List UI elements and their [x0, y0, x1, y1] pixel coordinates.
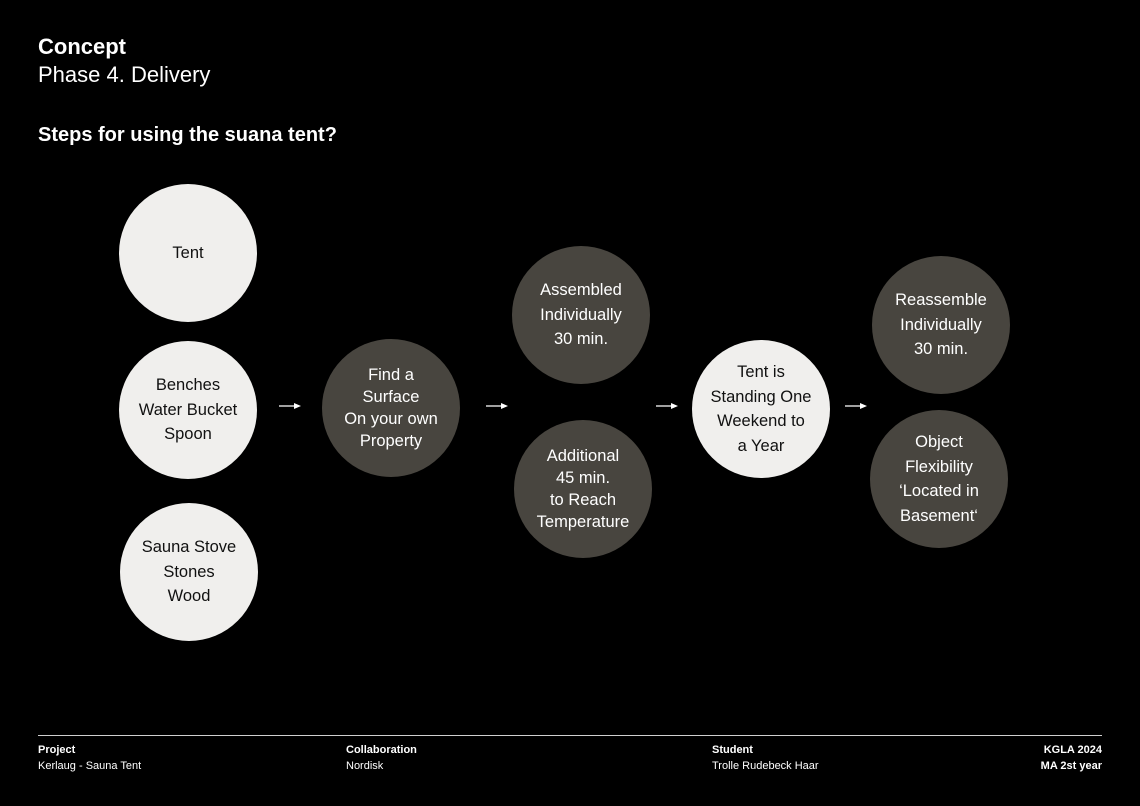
step-circle-stove: Sauna Stove Stones Wood	[120, 503, 258, 641]
footer-collaboration-value: Nordisk	[346, 760, 384, 772]
footer-collaboration-label: Collaboration	[346, 744, 417, 756]
footer-project-label: Project	[38, 744, 76, 756]
step-label-reassemble: Reassemble Individually 30 min.	[895, 291, 987, 359]
arrow-right-icon	[486, 403, 508, 409]
step-circle-reassemble: Reassemble Individually 30 min.	[872, 256, 1010, 394]
step-label-stove: Sauna Stove Stones Wood	[141, 538, 237, 606]
step-label-assembled: Assembled Individually 30 min.	[540, 281, 622, 349]
step-circle-equipment: Benches Water Bucket Spoon	[119, 341, 257, 479]
footer-student-label: Student	[712, 744, 753, 756]
footer-program: MA 2st year	[1040, 760, 1102, 772]
step-circle-assembled: Assembled Individually 30 min.	[512, 246, 650, 384]
footer-school: KGLA 2024 MA 2st year	[1041, 742, 1102, 774]
step-circle-object-flexibility: Object Flexibility ‘Located in Basement‘	[870, 410, 1008, 548]
footer-collaboration: Collaboration Nordisk	[346, 742, 417, 774]
step-label-tent: Tent	[172, 243, 204, 262]
footer-project-value: Kerlaug - Sauna Tent	[38, 760, 142, 772]
page-title: Concept	[38, 34, 126, 59]
step-label-object-flexibility: Object Flexibility ‘Located in Basement‘	[899, 433, 979, 525]
footer-divider	[38, 735, 1102, 736]
page-subtitle: Phase 4. Delivery	[38, 62, 211, 87]
footer-student-value: Trolle Rudebeck Haar	[712, 760, 819, 772]
step-circle-find-surface: Find a Surface On your own Property	[322, 339, 460, 477]
arrow-right-icon	[656, 403, 678, 409]
footer-school-name: KGLA 2024	[1043, 744, 1102, 756]
section-question: Steps for using the suana tent?	[38, 124, 337, 146]
step-label-tent-standing: Tent is Standing One Weekend to a Year	[710, 363, 812, 455]
step-label-additional: Additional 45 min. to Reach Temperature	[536, 447, 630, 531]
step-circle-additional: Additional 45 min. to Reach Temperature	[514, 420, 652, 558]
footer-student: Student Trolle Rudebeck Haar	[712, 742, 819, 774]
arrow-right-icon	[279, 403, 301, 409]
arrow-right-icon	[845, 403, 867, 409]
footer-project: Project Kerlaug - Sauna Tent	[38, 742, 141, 774]
step-label-find-surface: Find a Surface On your own Property	[344, 366, 438, 450]
step-label-equipment: Benches Water Bucket Spoon	[138, 376, 238, 444]
step-circle-tent: Tent	[119, 184, 257, 322]
step-circle-tent-standing: Tent is Standing One Weekend to a Year	[692, 340, 830, 478]
